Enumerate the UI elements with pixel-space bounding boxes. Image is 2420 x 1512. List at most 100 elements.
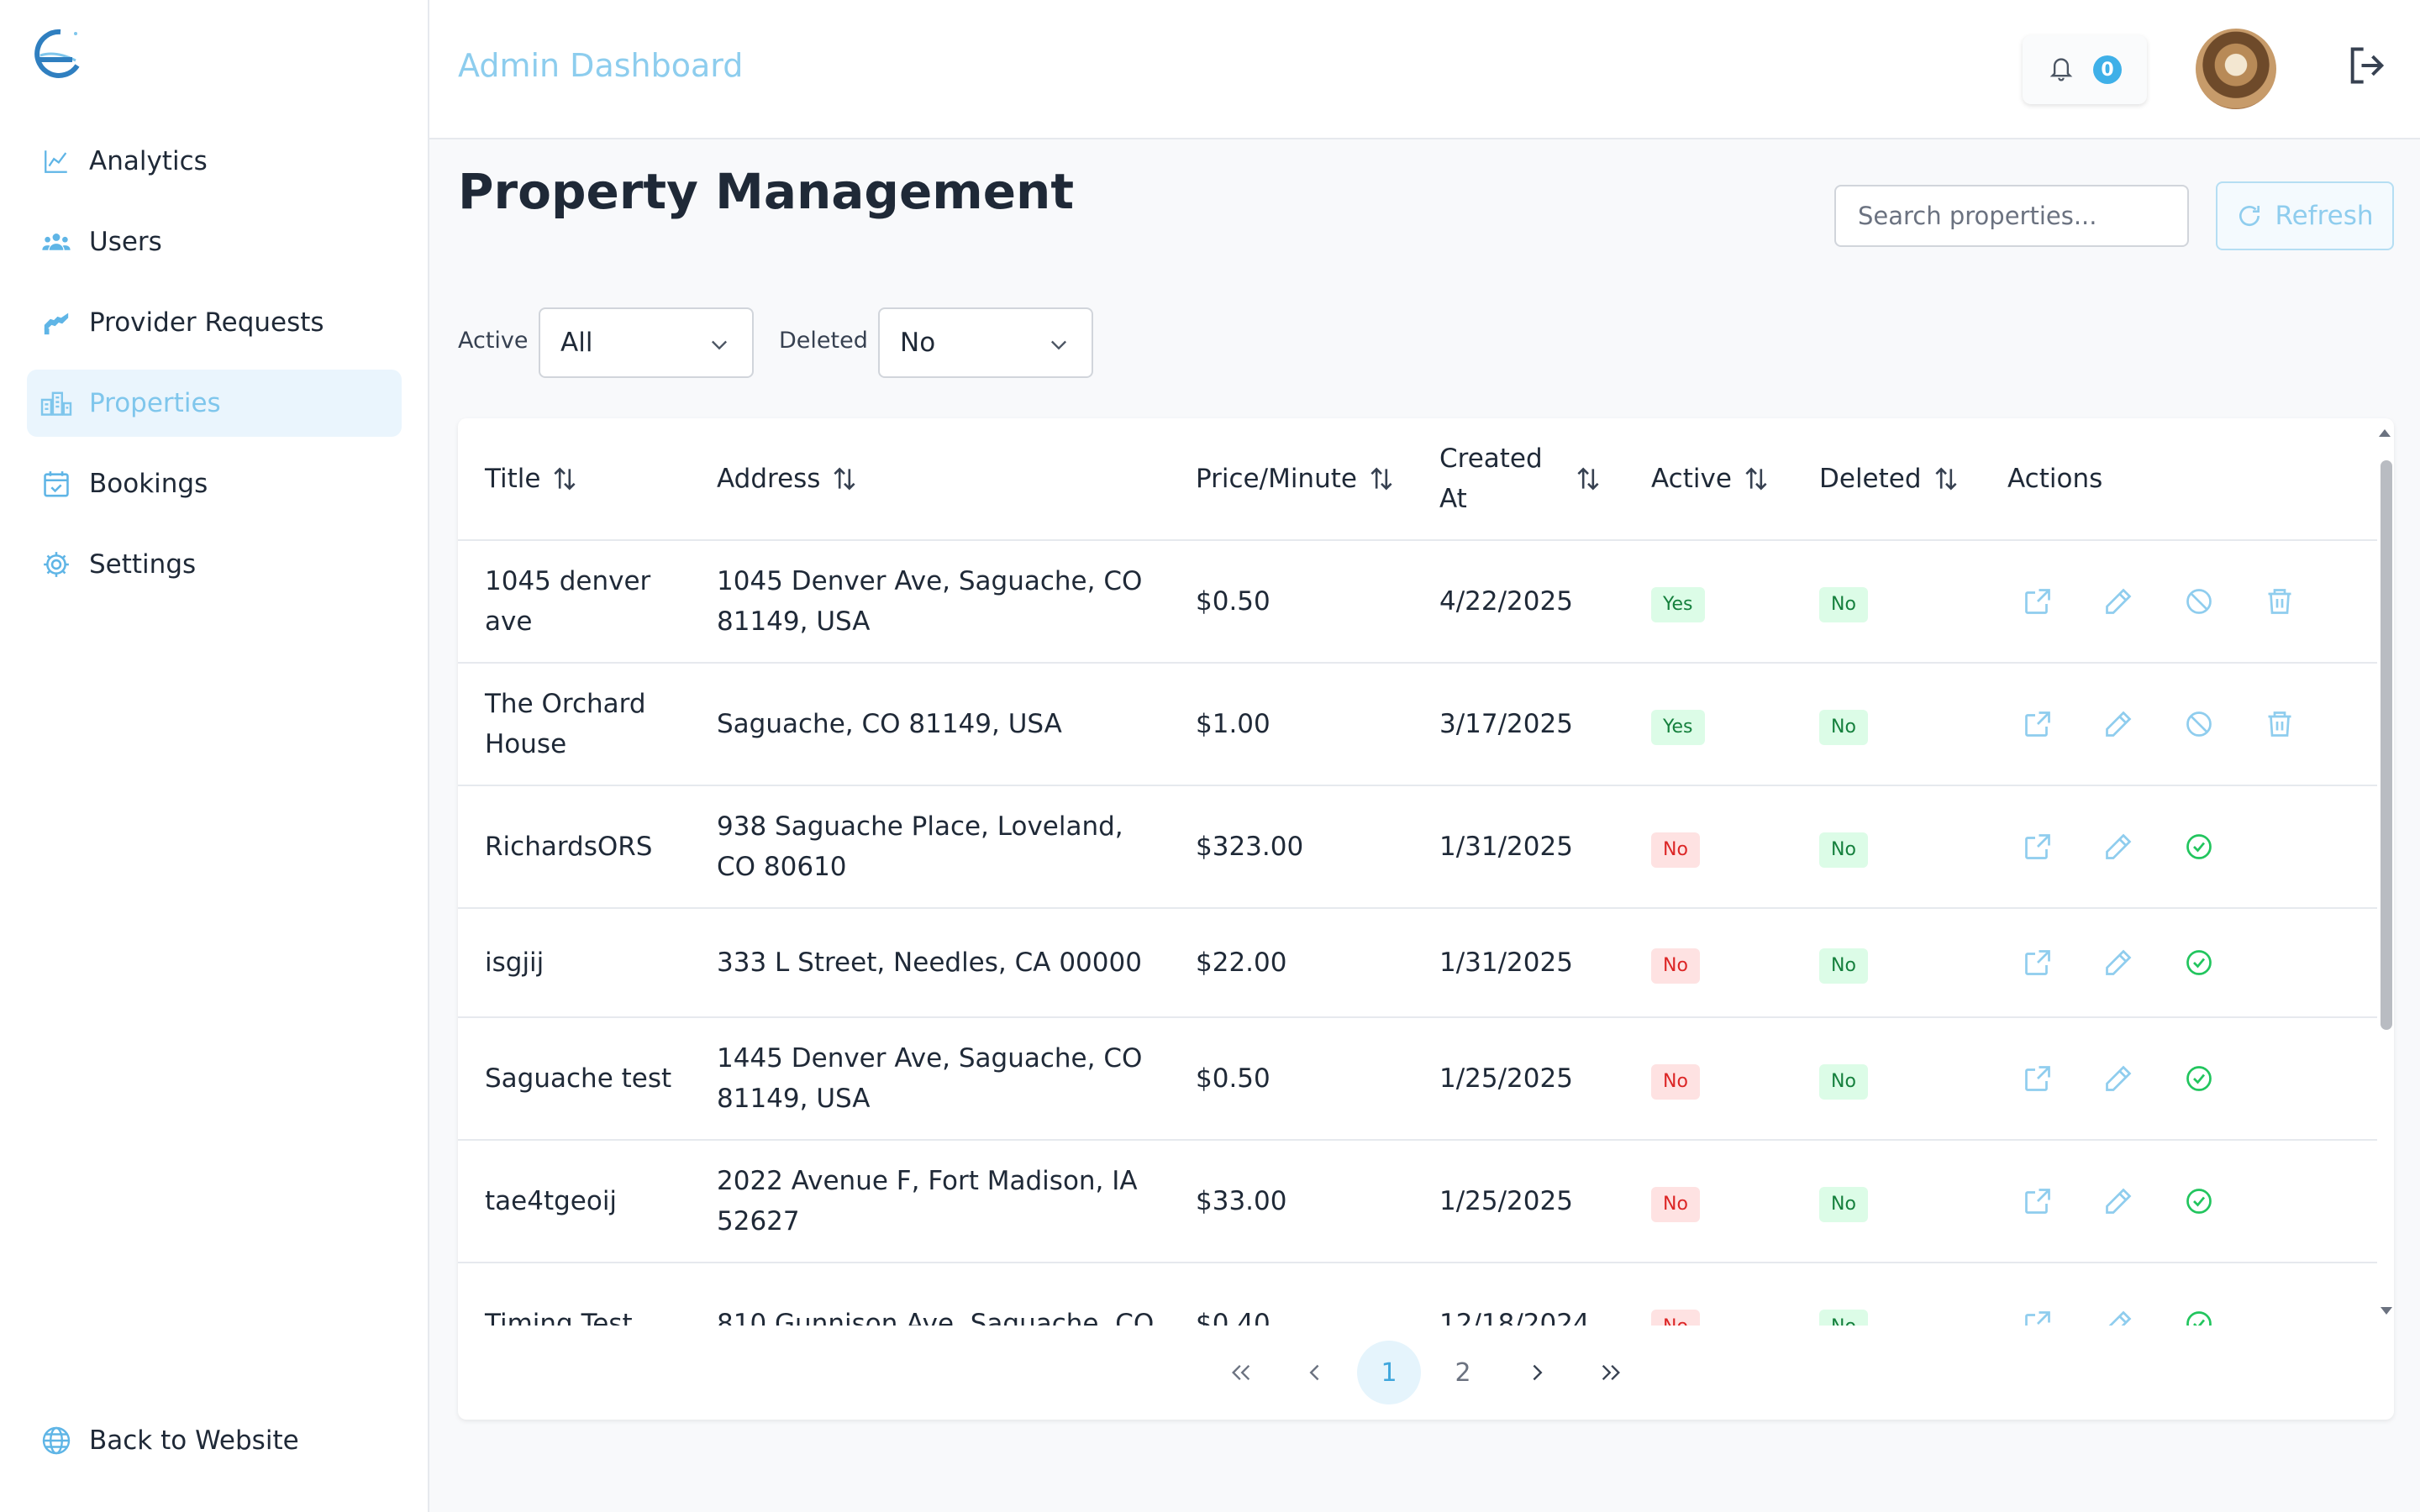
external-link-icon [2023,1309,2053,1326]
handshake-icon [40,307,72,339]
cell-address: 1045 Denver Ave, Saguache, CO 81149, USA [717,566,1143,637]
column-header-deleted[interactable]: Deleted [1819,418,2007,539]
sort-icon [1370,467,1392,491]
edit-property-button[interactable] [2103,1063,2133,1094]
column-address-label: Address [717,464,821,494]
sort-icon [1577,467,1599,491]
cell-price: $1.00 [1196,709,1270,739]
column-header-created-at[interactable]: Created At [1439,418,1651,539]
deactivate-property-button[interactable] [2184,586,2214,617]
column-header-active[interactable]: Active [1651,418,1819,539]
cell-actions [2007,709,2377,739]
sidebar-item-bookings[interactable]: Bookings [27,450,402,517]
last-page-button[interactable] [1579,1341,1643,1404]
edit-property-button[interactable] [2103,1186,2133,1216]
column-header-address[interactable]: Address [717,418,1196,539]
notifications-count-badge: 0 [2093,55,2122,84]
column-header-price[interactable]: Price/Minute [1196,418,1439,539]
cell-title: tae4tgeoij [485,1186,618,1216]
cell-actions [2007,948,2377,978]
active-filter-value: All [560,328,593,358]
active-filter-select[interactable]: All [539,307,754,378]
cell-active: No [1651,827,1819,868]
edit-property-button[interactable] [2103,948,2133,978]
activate-property-button[interactable] [2184,948,2214,978]
page-button-1[interactable]: 1 [1357,1341,1421,1404]
first-page-button[interactable] [1209,1341,1273,1404]
table-header: Title Address Price/Minute Created At [458,418,2377,541]
search-input[interactable] [1834,185,2189,247]
deleted-filter-select[interactable]: No [878,307,1093,378]
column-actions-label: Actions [2007,464,2103,494]
open-property-button[interactable] [2023,1309,2053,1326]
cell-deleted: No [1819,1058,2007,1100]
scroll-down-icon[interactable] [2379,1305,2394,1317]
deactivate-property-button[interactable] [2184,709,2214,739]
edit-property-button[interactable] [2103,832,2133,862]
sidebar-item-provider-requests[interactable]: Provider Requests [27,289,402,356]
open-property-button[interactable] [2023,586,2053,617]
deleted-status-badge: No [1819,832,1868,868]
sort-icon [554,467,576,491]
column-header-title[interactable]: Title [458,418,717,539]
row-actions [2007,948,2377,978]
delete-property-button[interactable] [2265,709,2295,739]
sidebar-item-properties[interactable]: Properties [27,370,402,437]
sidebar-item-users[interactable]: Users [27,208,402,276]
notifications-button[interactable]: 0 [2023,35,2147,104]
table-scrollbar[interactable] [2377,427,2394,1326]
next-page-button[interactable] [1505,1341,1569,1404]
activate-property-button[interactable] [2184,832,2214,862]
refresh-button[interactable]: Refresh [2216,181,2394,250]
open-property-button[interactable] [2023,1063,2053,1094]
logout-button[interactable] [2345,44,2389,87]
cell-title: The Orchard House [485,689,646,759]
edit-property-button[interactable] [2103,709,2133,739]
back-to-website-link[interactable]: Back to Website [40,1425,299,1457]
open-property-button[interactable] [2023,832,2053,862]
sidebar: Analytics Users Provider Requests Proper… [0,0,429,1512]
open-property-button[interactable] [2023,948,2053,978]
page-button-2[interactable]: 2 [1455,1357,1471,1388]
back-to-website-label: Back to Website [89,1425,299,1456]
check-circle-icon [2184,1309,2214,1326]
cell-title: Timing Test [485,1309,633,1326]
prev-page-button[interactable] [1283,1341,1347,1404]
row-actions [2007,709,2377,739]
open-property-button[interactable] [2023,1186,2053,1216]
pencil-icon [2103,948,2133,978]
edit-property-button[interactable] [2103,1309,2133,1326]
sidebar-item-analytics[interactable]: Analytics [27,128,402,195]
delete-property-button[interactable] [2265,586,2295,617]
refresh-icon [2239,206,2260,226]
avatar[interactable] [2196,29,2276,109]
cell-created-at: 12/18/2024 [1439,1309,1590,1326]
pagination: 1 2 [458,1339,2394,1406]
brand-logo[interactable] [27,27,82,79]
properties-table-card: Title Address Price/Minute Created At [458,418,2394,1420]
activate-property-button[interactable] [2184,1186,2214,1216]
table-row: The Orchard House Saguache, CO 81149, USA… [458,664,2377,786]
edit-property-button[interactable] [2103,586,2133,617]
cell-address: 2022 Avenue F, Fort Madison, IA 52627 [717,1166,1138,1236]
cell-deleted: No [1819,581,2007,622]
sidebar-item-label: Bookings [89,469,208,499]
deleted-status-badge: No [1819,1186,1868,1222]
external-link-icon [2023,1186,2053,1216]
scroll-up-icon[interactable] [2377,427,2392,438]
properties-table[interactable]: Title Address Price/Minute Created At [458,418,2377,1326]
activate-property-button[interactable] [2184,1063,2214,1094]
scrollbar-thumb[interactable] [2381,460,2392,1030]
active-status-badge: Yes [1651,709,1705,745]
column-active-label: Active [1651,464,1732,494]
open-property-button[interactable] [2023,709,2053,739]
column-created-line1: Created [1439,444,1543,474]
cell-address: Saguache, CO 81149, USA [717,709,1062,739]
cell-created-at: 1/25/2025 [1439,1063,1573,1094]
row-actions [2007,1186,2377,1216]
sidebar-item-settings[interactable]: Settings [27,531,402,598]
activate-property-button[interactable] [2184,1309,2214,1326]
cell-address: 938 Saguache Place, Loveland, CO 80610 [717,811,1123,882]
cell-active: Yes [1651,581,1819,622]
cell-deleted: No [1819,942,2007,984]
